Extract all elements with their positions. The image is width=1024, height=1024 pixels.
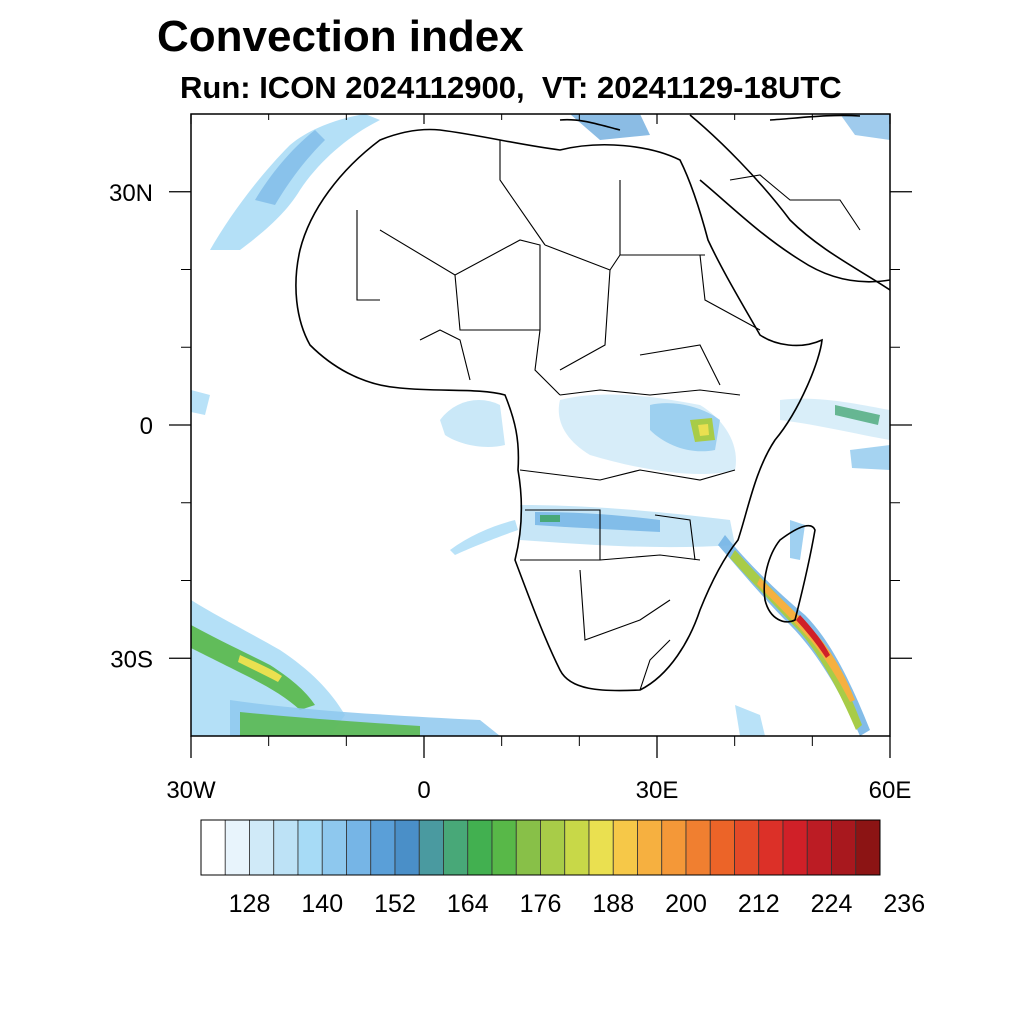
lon-tick-label: 30W — [166, 777, 216, 804]
colorbar-swatch — [661, 819, 687, 876]
colorbar-swatch — [443, 819, 469, 876]
colorbar-swatch — [540, 819, 566, 876]
colorbar-swatch — [734, 819, 760, 876]
axis-ticks — [169, 114, 912, 758]
map-subtitle: Run: ICON 2024112900, VT: 20241129-18UTC — [180, 70, 842, 105]
colorbar-outline — [200, 819, 881, 876]
colorbar-swatch — [467, 819, 493, 876]
colorbar-swatch — [224, 819, 250, 876]
coastlines — [295, 114, 890, 692]
colorbar-label: 224 — [811, 890, 853, 918]
lat-tick-label: 0 — [140, 413, 153, 440]
country-borders — [356, 140, 861, 691]
lat-tick-label: 30N — [109, 180, 153, 207]
lon-tick-label: 0 — [417, 777, 430, 804]
colorbar-swatch — [831, 819, 857, 876]
lon-tick-label: 60E — [869, 777, 912, 804]
colorbar-swatch — [564, 819, 590, 876]
colorbar-swatch — [758, 819, 784, 876]
colorbar: 128 140 152 164 176 188 200 212 224 236 — [200, 819, 925, 918]
colorbar-label: 140 — [301, 890, 343, 918]
colorbar-swatch — [588, 819, 614, 876]
colorbar-swatch — [346, 819, 372, 876]
colorbar-label: 128 — [229, 890, 271, 918]
colorbar-label: 236 — [883, 890, 925, 918]
colorbar-swatch — [855, 819, 881, 876]
colorbar-swatch — [249, 819, 275, 876]
colorbar-swatch — [515, 819, 541, 876]
colorbar-swatch — [709, 819, 735, 876]
colorbar-swatch — [782, 819, 808, 876]
colorbar-label: 200 — [665, 890, 707, 918]
lon-tick-label: 30E — [636, 777, 679, 804]
colorbar-swatch — [491, 819, 517, 876]
colorbar-swatch — [200, 819, 226, 876]
colorbar-swatch — [418, 819, 444, 876]
colorbar-label: 164 — [447, 890, 489, 918]
colorbar-swatch — [806, 819, 832, 876]
colorbar-label: 212 — [738, 890, 780, 918]
colorbar-swatch — [273, 819, 299, 876]
colorbar-label: 188 — [592, 890, 634, 918]
colorbar-swatch — [394, 819, 420, 876]
colorbar-swatch — [612, 819, 638, 876]
colorbar-swatch — [370, 819, 396, 876]
colorbar-swatch — [321, 819, 347, 876]
plot-frame — [190, 113, 891, 737]
colorbar-swatch — [685, 819, 711, 876]
colorbar-swatch — [637, 819, 663, 876]
axis-tick-labels: 30W 0 30E 60E 30N 0 30S — [109, 180, 911, 804]
convection-field — [191, 114, 890, 736]
colorbar-swatch — [297, 819, 323, 876]
map-title: Convection index — [157, 12, 524, 61]
colorbar-label: 176 — [520, 890, 562, 918]
lat-tick-label: 30S — [110, 646, 153, 673]
colorbar-label: 152 — [374, 890, 416, 918]
